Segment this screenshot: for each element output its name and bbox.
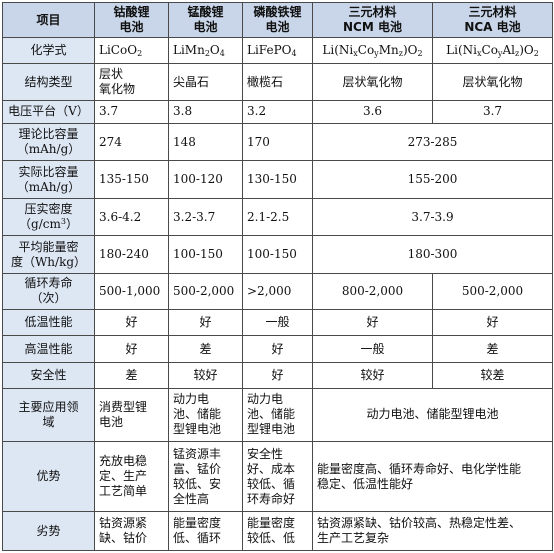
cell-licoo2: 充放电稳 定、生产 工艺简单 bbox=[94, 440, 169, 513]
cell-licoo2: 135-150 bbox=[94, 160, 169, 199]
header-item: 项目 bbox=[2, 2, 95, 38]
row-label: 安全性 bbox=[2, 361, 95, 390]
cell-lifepo4: 动力电 池、储能 型锂电池 bbox=[242, 388, 313, 442]
cell-licoo2: 3.7 bbox=[94, 99, 169, 124]
cell-limn2o4: 500-2,000 bbox=[168, 272, 243, 311]
cell-licoo2: 好 bbox=[94, 309, 169, 337]
cell-ternary: 155-200 bbox=[312, 160, 553, 199]
header-nca: 三元材料 NCA 电池 bbox=[432, 2, 553, 38]
cell-lifepo4: 3.2 bbox=[242, 99, 313, 124]
cell-lifepo4: 170 bbox=[242, 122, 313, 162]
cell-ternary: 钴资源紧缺、钴价较高、热稳定性差、 生产工艺复杂 bbox=[312, 511, 553, 551]
cell-lifepo4: 橄榄石 bbox=[242, 63, 313, 101]
cell-lifepo4: 好 bbox=[242, 361, 313, 390]
cell-ternary: 273-285 bbox=[312, 122, 553, 162]
header-row: 项目 钴酸锂 电池 锰酸锂 电池 磷酸铁锂 电池 三元材料 NCM 电池 三元材料 NCA… bbox=[2, 2, 553, 38]
cell-nca: 好 bbox=[432, 309, 553, 337]
cell-lifepo4: >2,000 bbox=[242, 272, 313, 311]
cell-ncm: 较好 bbox=[312, 361, 433, 390]
cell-licoo2: 好 bbox=[94, 335, 169, 363]
cell-lifepo4: LiFePO4 bbox=[242, 36, 313, 65]
cell-limn2o4: 动力电 池、储能 型锂电池 bbox=[168, 388, 243, 442]
row-label: 平均能量密 度（Wh/kg） bbox=[2, 235, 95, 274]
cell-ncm: 层状氧化物 bbox=[312, 63, 433, 101]
cell-licoo2: 层状 氧化物 bbox=[94, 63, 169, 101]
header-ncm: 三元材料 NCM 电池 bbox=[312, 2, 433, 38]
row-applications: 主要应用领域 消费型锂 电池 动力电 池、储能 型锂电池 动力电 池、储能 型锂电池 动力… bbox=[2, 388, 553, 442]
header-licoo2: 钴酸锂 电池 bbox=[94, 2, 169, 38]
row-label: 理论比容量 （mAh/g） bbox=[2, 122, 95, 162]
cell-limn2o4: LiMn2O4 bbox=[168, 36, 243, 65]
cell-limn2o4: 100-150 bbox=[168, 235, 243, 274]
row-advantages: 优势 充放电稳 定、生产 工艺简单 锰资源丰 富、锰价 较低、安 全性高 安全性 好、成本较… bbox=[2, 440, 553, 513]
cell-nca: Li(NixCoyAlz)O2 bbox=[432, 36, 553, 65]
row-voltage: 电压平台（V） 3.7 3.8 3.2 3.6 3.7 bbox=[2, 99, 553, 124]
row-high-temp: 高温性能 好 差 好 一般 差 bbox=[2, 335, 553, 363]
cell-licoo2: LiCoO2 bbox=[94, 36, 169, 65]
cell-lifepo4: 100-150 bbox=[242, 235, 313, 274]
cell-licoo2: 274 bbox=[94, 122, 169, 162]
row-label: 结构类型 bbox=[2, 63, 95, 101]
cell-nca: 500-2,000 bbox=[432, 272, 553, 311]
cell-lifepo4: 能量密度 较低、低 bbox=[242, 511, 313, 551]
cell-ncm: 800-2,000 bbox=[312, 272, 433, 311]
header-lifepo4: 磷酸铁锂 电池 bbox=[242, 2, 313, 38]
row-label: 低温性能 bbox=[2, 309, 95, 337]
row-label: 电压平台（V） bbox=[2, 99, 95, 124]
cell-lifepo4: 一般 bbox=[242, 309, 313, 337]
row-label: 压实密度 （g/cm3） bbox=[2, 197, 95, 237]
cell-ternary: 动力电池、储能型锂电池 bbox=[312, 388, 553, 442]
cell-nca: 3.7 bbox=[432, 99, 553, 124]
header-limn2o4: 锰酸锂 电池 bbox=[168, 2, 243, 38]
row-label: 优势 bbox=[2, 440, 95, 513]
cell-licoo2: 3.6-4.2 bbox=[94, 197, 169, 237]
cell-limn2o4: 3.2-3.7 bbox=[168, 197, 243, 237]
row-low-temp: 低温性能 好 好 一般 好 好 bbox=[2, 309, 553, 337]
cell-licoo2: 500-1,000 bbox=[94, 272, 169, 311]
cell-ternary: 3.7-3.9 bbox=[312, 197, 553, 237]
cell-limn2o4: 较好 bbox=[168, 361, 243, 390]
row-structure: 结构类型 层状 氧化物 尖晶石 橄榄石 层状氧化物 层状氧化物 bbox=[2, 63, 553, 101]
row-energy-density: 平均能量密 度（Wh/kg） 180-240 100-150 100-150 18… bbox=[2, 235, 553, 274]
row-compaction-density: 压实密度 （g/cm3） 3.6-4.2 3.2-3.7 2.1-2.5 3.7-… bbox=[2, 197, 553, 237]
row-label: 主要应用领域 bbox=[2, 388, 95, 442]
cell-licoo2: 180-240 bbox=[94, 235, 169, 274]
cell-limn2o4: 100-120 bbox=[168, 160, 243, 199]
cell-ncm: 好 bbox=[312, 309, 433, 337]
row-label: 循环寿命 （次） bbox=[2, 272, 95, 311]
cell-ncm: 一般 bbox=[312, 335, 433, 363]
row-label: 实际比容量 （mAh/g） bbox=[2, 160, 95, 199]
cell-ternary: 能量密度高、循环寿命好、电化学性能 稳定、低温性能好 bbox=[312, 440, 553, 513]
cell-nca: 层状氧化物 bbox=[432, 63, 553, 101]
cell-ncm: 3.6 bbox=[312, 99, 433, 124]
cell-limn2o4: 差 bbox=[168, 335, 243, 363]
cell-nca: 差 bbox=[432, 335, 553, 363]
row-actual-capacity: 实际比容量 （mAh/g） 135-150 100-120 130-150 155… bbox=[2, 160, 553, 199]
cell-licoo2: 差 bbox=[94, 361, 169, 390]
cell-lifepo4: 2.1-2.5 bbox=[242, 197, 313, 237]
row-label: 化学式 bbox=[2, 36, 95, 65]
cell-ncm: Li(NixCoyMnz)O2 bbox=[312, 36, 433, 65]
cell-licoo2: 钴资源紧 缺、钴价 bbox=[94, 511, 169, 551]
cell-limn2o4: 3.8 bbox=[168, 99, 243, 124]
cell-ternary: 180-300 bbox=[312, 235, 553, 274]
row-label: 劣势 bbox=[2, 511, 95, 551]
cell-limn2o4: 148 bbox=[168, 122, 243, 162]
cell-limn2o4: 尖晶石 bbox=[168, 63, 243, 101]
cell-licoo2: 消费型锂 电池 bbox=[94, 388, 169, 442]
row-cycle-life: 循环寿命 （次） 500-1,000 500-2,000 >2,000 800-2… bbox=[2, 272, 553, 311]
row-disadvantages: 劣势 钴资源紧 缺、钴价 能量密度 低、循环 能量密度 较低、低 钴资源紧缺、钴价较高… bbox=[2, 511, 553, 551]
row-safety: 安全性 差 较好 好 较好 较差 bbox=[2, 361, 553, 390]
cell-limn2o4: 能量密度 低、循环 bbox=[168, 511, 243, 551]
cell-limn2o4: 锰资源丰 富、锰价 较低、安 全性高 bbox=[168, 440, 243, 513]
cell-limn2o4: 好 bbox=[168, 309, 243, 337]
row-label: 高温性能 bbox=[2, 335, 95, 363]
row-theoretical-capacity: 理论比容量 （mAh/g） 274 148 170 273-285 bbox=[2, 122, 553, 162]
cell-lifepo4: 好 bbox=[242, 335, 313, 363]
cell-lifepo4: 安全性 好、成本 较低、循 环寿命好 bbox=[242, 440, 313, 513]
cell-lifepo4: 130-150 bbox=[242, 160, 313, 199]
cell-nca: 较差 bbox=[432, 361, 553, 390]
row-formula: 化学式 LiCoO2 LiMn2O4 LiFePO4 Li(NixCoyMnz)… bbox=[2, 36, 553, 65]
